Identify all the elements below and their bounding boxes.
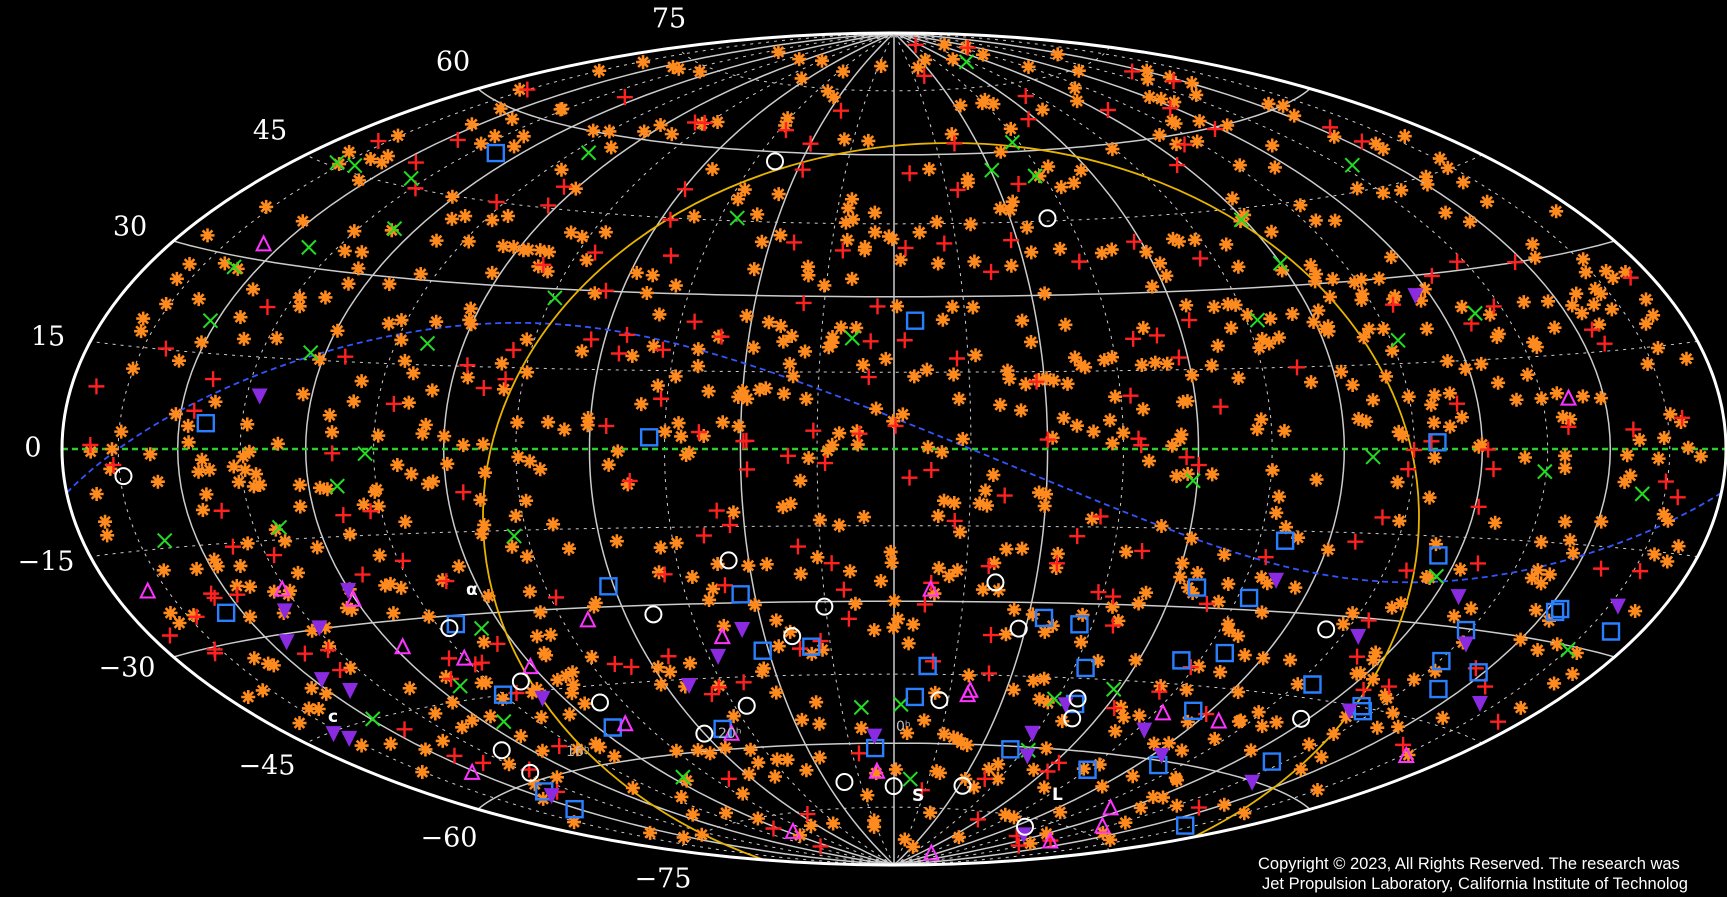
latitude-label: 60	[436, 47, 470, 78]
latitude-label: 0	[24, 433, 41, 464]
orange-marker	[83, 37, 1708, 854]
latitude-label: −30	[99, 653, 156, 684]
latitude-label: 75	[652, 4, 686, 35]
labels: 75 60 45 30 15 0 −15 −30 −45 −60 −75 20ʰ 16ʰ 0ʰ α c S L	[18, 4, 1063, 895]
marker-label: L	[1052, 785, 1063, 805]
latitude-label: −60	[421, 823, 478, 854]
hour-label: 0ʰ	[896, 719, 911, 735]
latitude-label: 15	[31, 322, 65, 353]
copyright-line: Copyright © 2023, All Rights Reserved. T…	[1258, 855, 1680, 873]
white-marker	[114, 152, 1336, 836]
marker-label: S	[912, 786, 924, 806]
latitude-label: −75	[635, 864, 692, 895]
grid	[60, 31, 1727, 867]
meridian	[739, 32, 895, 866]
magenta-marker	[139, 234, 1578, 861]
red-marker	[82, 36, 1691, 855]
marker-label: α	[466, 580, 478, 600]
hour-label: 16ʰ	[566, 744, 589, 760]
sky-outline	[60, 31, 1727, 867]
copyright-line: Jet Propulsion Laboratory, California In…	[1262, 875, 1688, 893]
hour-label: 20ʰ	[718, 726, 741, 742]
latitude-label: 30	[113, 212, 147, 243]
latitude-label: 45	[253, 116, 287, 147]
green-marker	[157, 54, 1650, 787]
meridian	[893, 32, 1671, 866]
meridian	[588, 32, 895, 866]
latitude-label: −45	[239, 751, 296, 782]
latitude-label: −15	[18, 547, 75, 578]
marker-label: c	[328, 707, 338, 727]
meridian	[893, 32, 972, 866]
markers	[82, 36, 1708, 861]
meridian	[893, 32, 1200, 866]
